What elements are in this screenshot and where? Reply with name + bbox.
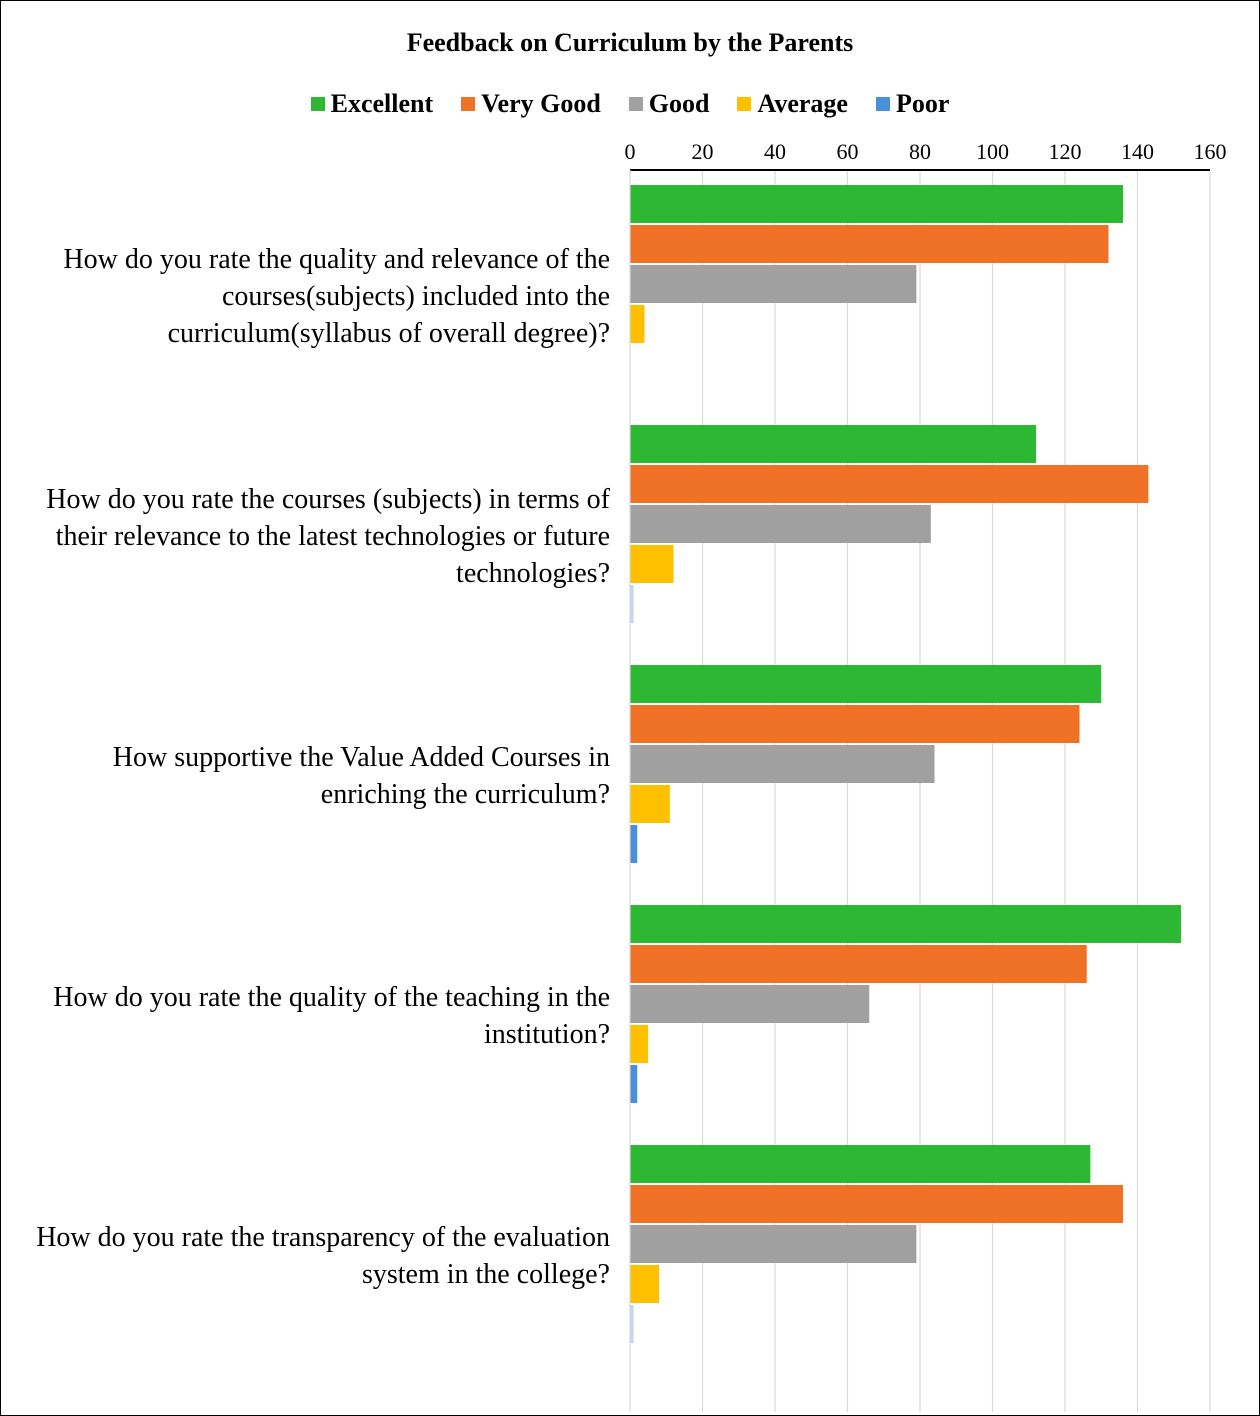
bar-poor [630, 1065, 638, 1103]
category-label: How supportive the Value Added Courses i… [112, 742, 610, 810]
bar-very-good [630, 225, 1109, 263]
legend-item: Excellent [310, 89, 434, 119]
bar-good [630, 985, 870, 1023]
bar-excellent [630, 1145, 1091, 1183]
category-label: How do you rate the courses (subjects) i… [46, 483, 610, 589]
category-label: How do you rate the quality of the teach… [53, 982, 610, 1050]
legend-swatch [737, 97, 752, 111]
category-label: How do you rate the transparency of the … [36, 1222, 610, 1290]
bar-very-good [630, 705, 1080, 743]
x-tick-label: 20 [692, 139, 714, 164]
x-tick-label: 60 [837, 139, 859, 164]
legend-item: Very Good [461, 89, 601, 119]
x-tick-label: 100 [976, 139, 1009, 164]
legend-item: Good [628, 89, 710, 119]
legend-swatch [310, 97, 325, 111]
legend-label: Average [757, 89, 848, 118]
x-tick-label: 0 [625, 139, 636, 164]
bar-excellent [630, 665, 1102, 703]
bar-good [630, 505, 931, 543]
bar-excellent [630, 185, 1123, 223]
bar-average [630, 545, 674, 583]
bar-average [630, 1265, 659, 1303]
x-tick-label: 160 [1194, 139, 1227, 164]
bar-good [630, 745, 935, 783]
bar-average [630, 1025, 649, 1063]
bar-poor [630, 585, 634, 623]
bar-excellent [630, 425, 1036, 463]
legend-label: Very Good [481, 89, 601, 118]
legend-swatch [875, 97, 890, 111]
bar-good [630, 265, 917, 303]
bar-average [630, 305, 645, 343]
bar-very-good [630, 465, 1149, 503]
legend-label: Good [648, 89, 710, 118]
bar-very-good [630, 945, 1087, 983]
bar-very-good [630, 1185, 1123, 1223]
legend-item: Average [737, 89, 848, 119]
legend-label: Excellent [330, 89, 434, 118]
bar-poor [630, 1305, 634, 1343]
bar-good [630, 1225, 917, 1263]
legend-label: Poor [895, 89, 950, 118]
x-tick-label: 40 [764, 139, 786, 164]
x-tick-label: 120 [1049, 139, 1082, 164]
legend-swatch [628, 97, 643, 111]
bar-average [630, 785, 670, 823]
x-tick-label: 80 [909, 139, 931, 164]
x-tick-label: 140 [1121, 139, 1154, 164]
bar-excellent [630, 905, 1181, 943]
bar-poor [630, 825, 638, 863]
legend: Excellent Very Good Good Average Poor [0, 89, 1260, 119]
legend-swatch [461, 97, 476, 111]
category-label: How do you rate the quality and relevanc… [63, 243, 610, 349]
legend-item: Poor [875, 89, 950, 119]
chart-title: Feedback on Curriculum by the Parents [406, 28, 854, 57]
